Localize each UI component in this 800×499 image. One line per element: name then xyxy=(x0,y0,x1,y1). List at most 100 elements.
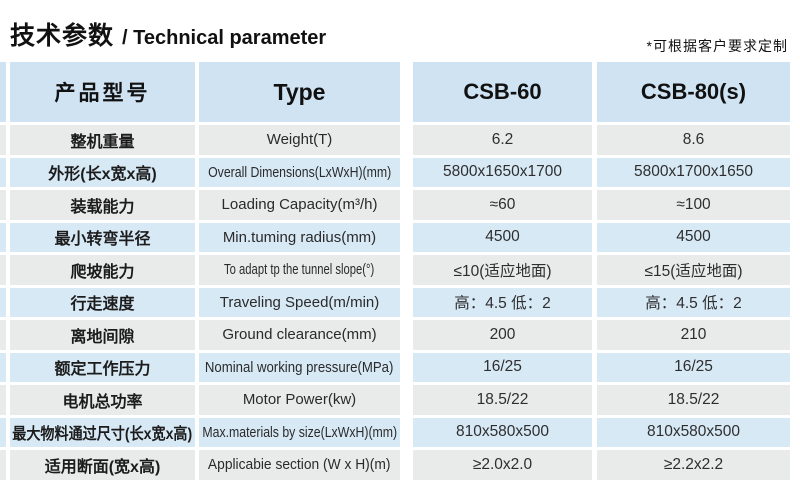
row-clearance-value-csb60: 200 xyxy=(413,320,592,350)
row-power-value-csb60-text: 18.5/22 xyxy=(476,390,529,408)
row-weight-label-en-text: Weight(T) xyxy=(266,131,333,149)
column-header-csb60: CSB-60 xyxy=(413,62,592,122)
row-clearance-value-csb80-text: 210 xyxy=(680,325,707,343)
row-material-value-csb60: 810x580x500 xyxy=(413,417,592,447)
row-speed-value-csb60: 高：4.5 低：2 xyxy=(413,287,592,317)
row-speed-label-cn: 行走速度 xyxy=(10,287,195,317)
row-pressure-value-csb80-text: 16/25 xyxy=(674,358,713,376)
row-power-label-en: Motor Power(kw) xyxy=(199,385,400,415)
row-weight-label-cn-text: 整机重量 xyxy=(70,133,135,151)
table-edge-sliver xyxy=(0,352,6,382)
customization-note: *可根据客户要求定制 xyxy=(646,38,788,54)
row-section-label-cn: 适用断面(宽x高) xyxy=(10,450,195,480)
row-turning-label-cn: 最小转弯半径 xyxy=(10,222,195,252)
table-edge-sliver xyxy=(0,157,6,187)
row-slope-value-csb80: ≤15(适应地面) xyxy=(597,255,790,285)
page-title-cn: 技术参数 xyxy=(10,22,115,50)
row-weight-value-csb60-text: 6.2 xyxy=(491,130,514,148)
row-weight-label-en: Weight(T) xyxy=(199,125,400,155)
row-dimensions-label-en: Overall Dimensions(LxWxH)(mm) xyxy=(199,157,400,187)
row-speed-value-csb60-text: 高：4.5 低：2 xyxy=(454,295,551,313)
row-material-value-csb80-text: 810x580x500 xyxy=(646,423,741,441)
row-material-label-en: Max.materials by size(LxWxH)(mm) xyxy=(199,417,400,447)
row-pressure-label-en-text: Nominal working pressure(MPa) xyxy=(205,358,394,376)
table-edge-sliver xyxy=(0,287,6,317)
row-slope-label-cn-text: 爬坡能力 xyxy=(70,263,135,281)
row-dimensions-label-cn-text: 外形(长x宽x高) xyxy=(48,166,157,184)
row-section-value-csb80-text: ≥2.2x2.2 xyxy=(663,455,724,473)
table-edge-sliver xyxy=(0,222,6,252)
row-section-label-en: Applicabie section (W x H)(m) xyxy=(199,450,400,480)
row-loading-label-cn: 装载能力 xyxy=(10,190,195,220)
row-loading-value-csb80-text: ≈100 xyxy=(676,195,711,213)
row-clearance-value-csb60-text: 200 xyxy=(489,325,516,343)
row-material-label-cn-text: 最大物料通过尺寸(长x宽x高) xyxy=(12,426,193,444)
row-material-value-csb60-text: 810x580x500 xyxy=(455,423,550,441)
row-clearance-label-en: Ground clearance(mm) xyxy=(199,320,400,350)
table-edge-sliver xyxy=(0,190,6,220)
column-header-product-cn: 产品型号 xyxy=(10,62,195,122)
row-slope-label-en-text: To adapt tp the tunnel slope(°) xyxy=(224,261,375,279)
column-header-csb80-text: CSB-80(s) xyxy=(640,79,747,104)
row-slope-value-csb80-text: ≤15(适应地面) xyxy=(644,262,743,280)
row-slope-label-en: To adapt tp the tunnel slope(°) xyxy=(199,255,400,285)
row-pressure-label-en: Nominal working pressure(MPa) xyxy=(199,352,400,382)
row-material-label-en-text: Max.materials by size(LxWxH)(mm) xyxy=(202,423,397,441)
row-power-label-cn-text: 电机总功率 xyxy=(62,393,143,411)
table-edge-sliver xyxy=(0,62,6,122)
column-header-product-cn-text: 产品型号 xyxy=(54,82,151,105)
row-material-label-cn: 最大物料通过尺寸(长x宽x高) xyxy=(10,417,195,447)
row-speed-label-en: Traveling Speed(m/min) xyxy=(199,287,400,317)
row-section-value-csb80: ≥2.2x2.2 xyxy=(597,450,790,480)
row-section-label-en-text: Applicabie section (W x H)(m) xyxy=(208,456,391,474)
row-dimensions-label-cn: 外形(长x宽x高) xyxy=(10,157,195,187)
row-power-label-en-text: Motor Power(kw) xyxy=(242,391,357,409)
row-clearance-value-csb80: 210 xyxy=(597,320,790,350)
row-dimensions-value-csb60: 5800x1650x1700 xyxy=(413,157,592,187)
row-material-value-csb80: 810x580x500 xyxy=(597,417,790,447)
row-weight-value-csb80-text: 8.6 xyxy=(682,130,705,148)
row-power-value-csb80-text: 18.5/22 xyxy=(667,390,720,408)
technical-parameter-table: 产品型号 Type CSB-60 CSB-80(s) 整机重量 Weight(T… xyxy=(0,62,800,480)
table-edge-sliver xyxy=(0,320,6,350)
row-turning-value-csb60: 4500 xyxy=(413,222,592,252)
row-loading-value-csb80: ≈100 xyxy=(597,190,790,220)
row-power-value-csb80: 18.5/22 xyxy=(597,385,790,415)
row-speed-value-csb80-text: 高：4.5 低：2 xyxy=(645,295,742,313)
row-dimensions-value-csb60-text: 5800x1650x1700 xyxy=(443,163,562,181)
row-turning-label-cn-text: 最小转弯半径 xyxy=(54,231,151,249)
row-turning-label-en-text: Min.tuming radius(mm) xyxy=(222,228,377,246)
row-section-label-cn-text: 适用断面(宽x高) xyxy=(44,458,161,476)
row-pressure-value-csb60: 16/25 xyxy=(413,352,592,382)
table-edge-sliver xyxy=(0,255,6,285)
row-turning-value-csb60-text: 4500 xyxy=(485,228,520,246)
table-edge-sliver xyxy=(0,417,6,447)
row-clearance-label-en-text: Ground clearance(mm) xyxy=(222,326,377,344)
table-edge-sliver xyxy=(0,125,6,155)
row-loading-value-csb60: ≈60 xyxy=(413,190,592,220)
page-title-en: / Technical parameter xyxy=(122,27,327,49)
row-dimensions-label-en-text: Overall Dimensions(LxWxH)(mm) xyxy=(207,163,392,181)
row-speed-label-en-text: Traveling Speed(m/min) xyxy=(219,293,380,311)
column-header-type: Type xyxy=(199,62,400,122)
row-speed-label-cn-text: 行走速度 xyxy=(70,296,135,314)
row-weight-label-cn: 整机重量 xyxy=(10,125,195,155)
row-dimensions-value-csb80: 5800x1700x1650 xyxy=(597,157,790,187)
row-slope-value-csb60: ≤10(适应地面) xyxy=(413,255,592,285)
row-pressure-value-csb80: 16/25 xyxy=(597,352,790,382)
row-slope-label-cn: 爬坡能力 xyxy=(10,255,195,285)
row-pressure-label-cn: 额定工作压力 xyxy=(10,352,195,382)
column-header-type-text: Type xyxy=(273,78,326,105)
row-loading-label-cn-text: 装载能力 xyxy=(70,198,135,216)
row-turning-label-en: Min.tuming radius(mm) xyxy=(199,222,400,252)
row-pressure-value-csb60-text: 16/25 xyxy=(483,358,522,376)
row-pressure-label-cn-text: 额定工作压力 xyxy=(54,361,151,379)
row-power-label-cn: 电机总功率 xyxy=(10,385,195,415)
row-loading-label-en: Loading Capacity(m³/h) xyxy=(199,190,400,220)
row-clearance-label-cn-text: 离地间隙 xyxy=(70,328,135,346)
column-header-csb60-text: CSB-60 xyxy=(463,79,542,104)
row-loading-label-en-text: Loading Capacity(m³/h) xyxy=(221,196,378,214)
row-power-value-csb60: 18.5/22 xyxy=(413,385,592,415)
row-turning-value-csb80: 4500 xyxy=(597,222,790,252)
row-clearance-label-cn: 离地间隙 xyxy=(10,320,195,350)
